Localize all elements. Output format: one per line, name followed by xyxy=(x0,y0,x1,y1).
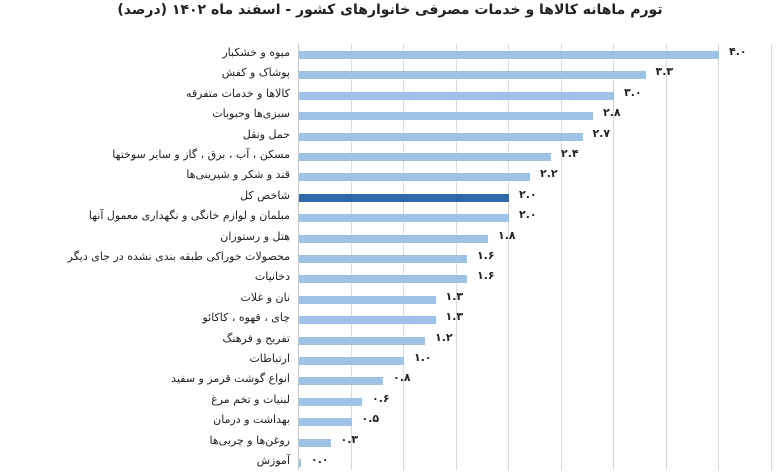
bar-total xyxy=(299,193,509,202)
category-label: لبنیات و تخم مرغ xyxy=(211,392,290,406)
value-label: ۱.۳ xyxy=(445,289,464,303)
value-label: ۰.۶ xyxy=(372,391,390,405)
category-label: روغن‌ها و چربی‌ها xyxy=(209,433,290,447)
bar-row: دخانیات ۱.۶ xyxy=(0,268,780,289)
category-label: چای ، قهوه ، کاکائو xyxy=(202,311,290,325)
category-label: سبزی‌ها وحبوبات xyxy=(212,107,290,121)
value-label: ۳.۳ xyxy=(655,65,674,79)
bar-row: چای ، قهوه ، کاکائو ۱.۳ xyxy=(0,309,780,330)
bar xyxy=(299,234,488,243)
bar xyxy=(299,275,467,284)
chart-title: تورم ماهانه کالاها و خدمات مصرفی خانواره… xyxy=(117,2,663,18)
value-label: ۱.۶ xyxy=(477,249,495,262)
bar-row: ارتباطات ۱.۰ xyxy=(0,350,780,371)
bar-row: بهداشت و درمان ۰.۵ xyxy=(0,411,780,432)
bar-row: هتل و رستوران ۱.۸ xyxy=(0,228,780,249)
value-label: ۱.۲ xyxy=(435,330,453,344)
category-label: میوه و خشکبار xyxy=(222,46,290,59)
bar-row: کالاها و خدمات متفرقه ۳.۰ xyxy=(0,85,780,106)
category-label: دخانیات xyxy=(254,270,290,284)
bar xyxy=(299,214,509,223)
bar xyxy=(299,255,467,263)
bar xyxy=(299,71,646,80)
bar xyxy=(299,357,404,365)
category-label: آموزش xyxy=(256,454,290,467)
bar xyxy=(299,438,331,447)
category-label: پوشاک و کفش xyxy=(221,66,290,80)
bar-row: پوشاک و کفش ۳.۳ xyxy=(0,64,780,85)
category-label: انواع گوشت قرمز و سفید xyxy=(171,372,290,386)
value-label: ۲.۴ xyxy=(561,147,579,160)
category-label: حمل ونقل xyxy=(242,127,290,141)
value-label: ۲.۰ xyxy=(519,208,537,222)
bar xyxy=(299,418,352,427)
category-label: نان و غلات xyxy=(240,290,290,304)
value-label: ۰.۵ xyxy=(361,412,380,426)
category-label: مبلمان و لوازم خانگی و نگهداری معمول آنه… xyxy=(88,209,290,223)
bar xyxy=(299,336,425,345)
bar xyxy=(299,316,436,325)
gridline xyxy=(613,44,614,470)
category-label: ارتباطات xyxy=(249,352,290,365)
bar-row: نان و غلات ۱.۳ xyxy=(0,289,780,310)
bar-row: میوه و خشکبار ۴.۰ xyxy=(0,44,780,65)
bar xyxy=(299,295,436,304)
bar xyxy=(299,112,593,121)
bar xyxy=(299,153,551,161)
category-label: شاخص کل xyxy=(240,188,290,202)
value-label: ۲.۷ xyxy=(592,126,611,140)
bar xyxy=(299,132,583,141)
category-label: بهداشت و درمان xyxy=(213,413,290,427)
bar-row: تفریح و فرهنگ ۱.۲ xyxy=(0,330,780,351)
bar-row: سبزی‌ها وحبوبات ۲.۸ xyxy=(0,105,780,126)
bar-row: محصولات خوراکی طبقه بندی نشده در جای دیگ… xyxy=(0,248,780,269)
value-label: ۲.۰ xyxy=(519,187,537,201)
gridline xyxy=(771,44,772,470)
bar-row: لبنیات و تخم مرغ ۰.۶ xyxy=(0,391,780,412)
bar-row: شاخص کل ۲.۰ xyxy=(0,187,780,208)
gridline xyxy=(666,44,667,470)
category-label: کالاها و خدمات متفرقه xyxy=(186,86,290,100)
bar-row: انواع گوشت قرمز و سفید ۰.۸ xyxy=(0,370,780,391)
bar xyxy=(299,91,614,100)
category-label: مسکن ، آب ، برق ، گاز و سایر سوختها xyxy=(112,148,290,161)
bar-row: مسکن ، آب ، برق ، گاز و سایر سوختها ۲.۴ xyxy=(0,146,780,167)
value-label: ۱.۰ xyxy=(414,351,432,364)
gridline xyxy=(508,44,509,470)
bar-row: آموزش ۰.۰ xyxy=(0,452,780,473)
value-label: ۲.۸ xyxy=(603,106,621,120)
value-label: ۰.۳ xyxy=(340,432,359,446)
category-label: هتل و رستوران xyxy=(220,229,290,243)
bar-row: مبلمان و لوازم خانگی و نگهداری معمول آنه… xyxy=(0,207,780,228)
bar xyxy=(299,459,301,467)
value-label: ۱.۶ xyxy=(477,269,495,283)
gridline xyxy=(718,44,719,470)
bar xyxy=(299,51,719,59)
value-label: ۰.۰ xyxy=(311,453,329,466)
value-label: ۳.۰ xyxy=(624,85,642,99)
gridline xyxy=(561,44,562,470)
bar xyxy=(299,173,530,182)
value-label: ۴.۰ xyxy=(729,45,747,58)
value-label: ۰.۸ xyxy=(393,371,411,385)
value-label: ۲.۲ xyxy=(540,167,558,181)
category-label: قند و شکر و شیرینی‌ها xyxy=(186,168,290,182)
category-label: محصولات خوراکی طبقه بندی نشده در جای دیگ… xyxy=(67,250,290,263)
bar xyxy=(299,377,383,386)
bar-row: قند و شکر و شیرینی‌ها ۲.۲ xyxy=(0,166,780,187)
y-axis-line xyxy=(298,44,299,470)
value-label: ۱.۸ xyxy=(498,228,516,242)
category-label: تفریح و فرهنگ xyxy=(222,331,290,345)
bar-row: حمل ونقل ۲.۷ xyxy=(0,126,780,147)
value-label: ۱.۳ xyxy=(445,310,464,324)
bar-row: روغن‌ها و چربی‌ها ۰.۳ xyxy=(0,432,780,453)
bar xyxy=(299,397,362,406)
